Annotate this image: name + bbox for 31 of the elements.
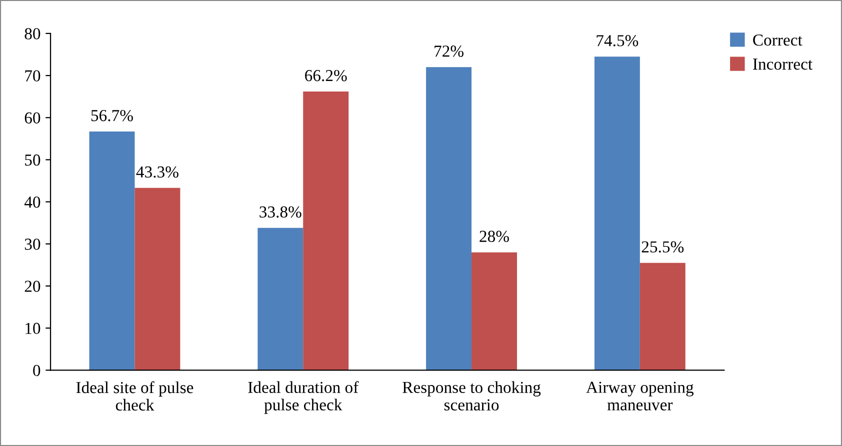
y-tick-label: 30 xyxy=(24,238,40,250)
y-tick-label: 10 xyxy=(26,322,40,334)
y-tick-label: 20 xyxy=(24,280,40,292)
data-label: 28% xyxy=(480,230,509,242)
y-tick-label: 80 xyxy=(24,28,40,40)
bar xyxy=(594,56,640,370)
data-label: 33.8% xyxy=(260,206,302,218)
data-label: 72% xyxy=(434,46,464,57)
data-label: 66.2% xyxy=(305,70,347,82)
x-tick-label: Ideal duration of pulse check xyxy=(248,381,359,414)
data-label: 56.7% xyxy=(91,110,133,122)
bar xyxy=(472,252,517,370)
bar xyxy=(89,132,135,370)
legend-label: Incorrect xyxy=(753,58,812,70)
y-tick-label: 0 xyxy=(33,364,40,376)
y-tick-label: 50 xyxy=(25,154,40,166)
legend-label: Correct xyxy=(753,34,802,46)
bar xyxy=(258,228,304,370)
bar xyxy=(640,262,686,370)
bar xyxy=(426,67,472,370)
bar xyxy=(134,188,180,370)
data-label: 43.3% xyxy=(136,166,178,178)
y-tick-label: 40 xyxy=(24,196,40,208)
y-tick-label: 60 xyxy=(24,112,40,124)
data-label: 74.5% xyxy=(596,35,638,46)
bar xyxy=(303,92,349,370)
x-tick-label: Response to choking scenario xyxy=(402,381,541,410)
y-tick-label: 70 xyxy=(25,70,40,82)
x-tick-label: Airway opening maneuver xyxy=(586,382,694,410)
data-label: 25.5% xyxy=(642,241,684,253)
x-tick-label: Ideal site of pulse check xyxy=(76,381,194,411)
